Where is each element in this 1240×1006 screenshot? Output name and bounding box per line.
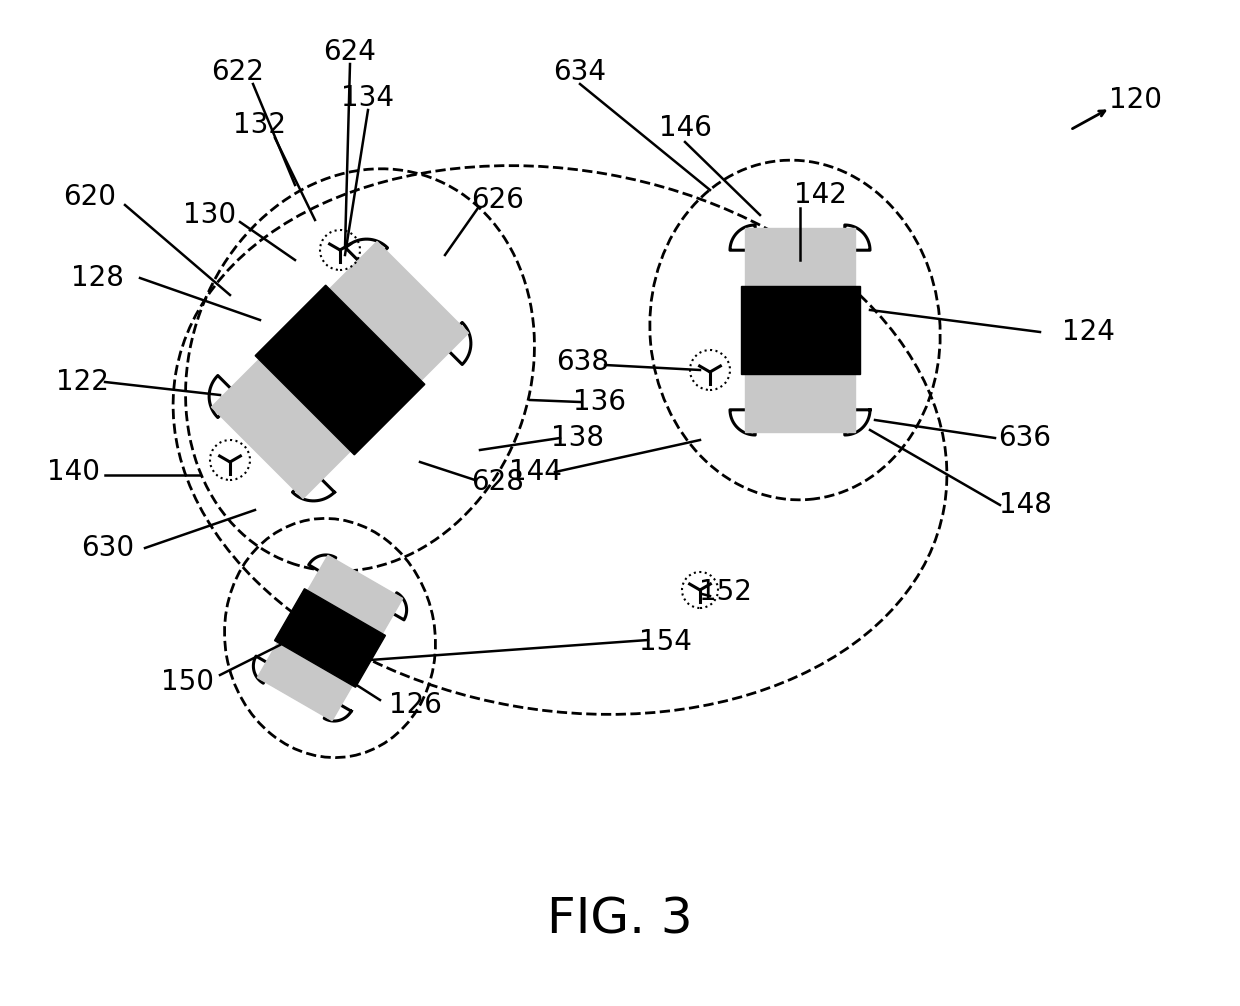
Text: 136: 136 [573, 388, 626, 416]
Polygon shape [258, 643, 352, 720]
Text: 146: 146 [658, 114, 712, 142]
Text: 128: 128 [71, 264, 124, 292]
Text: 624: 624 [324, 38, 377, 66]
Polygon shape [740, 287, 859, 373]
Text: 622: 622 [212, 58, 264, 86]
Text: 148: 148 [998, 491, 1052, 519]
Polygon shape [212, 359, 351, 499]
Text: 126: 126 [388, 691, 441, 719]
Polygon shape [730, 225, 870, 435]
Text: 124: 124 [1061, 318, 1115, 346]
Polygon shape [210, 239, 471, 501]
Text: 620: 620 [63, 183, 117, 211]
Text: 154: 154 [639, 628, 692, 656]
Text: 142: 142 [794, 181, 847, 209]
Polygon shape [745, 373, 854, 433]
Polygon shape [253, 555, 407, 721]
Text: 626: 626 [471, 186, 525, 214]
Polygon shape [330, 241, 469, 380]
Text: FIG. 3: FIG. 3 [547, 896, 693, 944]
Polygon shape [255, 285, 425, 455]
Polygon shape [745, 227, 854, 287]
Text: 122: 122 [56, 368, 108, 396]
Polygon shape [308, 555, 403, 634]
Text: 120: 120 [1109, 86, 1162, 114]
Text: 628: 628 [471, 468, 525, 496]
Text: 634: 634 [553, 58, 606, 86]
Text: 134: 134 [341, 83, 394, 112]
Text: 638: 638 [557, 348, 610, 376]
Text: 144: 144 [508, 458, 562, 486]
Text: 630: 630 [82, 534, 135, 562]
Polygon shape [274, 589, 386, 687]
Text: 150: 150 [161, 668, 215, 696]
Text: 132: 132 [233, 111, 286, 139]
Text: 138: 138 [552, 424, 605, 452]
Text: 636: 636 [998, 424, 1052, 452]
Text: 152: 152 [698, 578, 751, 606]
Text: 140: 140 [47, 458, 99, 486]
Text: 130: 130 [184, 201, 237, 229]
